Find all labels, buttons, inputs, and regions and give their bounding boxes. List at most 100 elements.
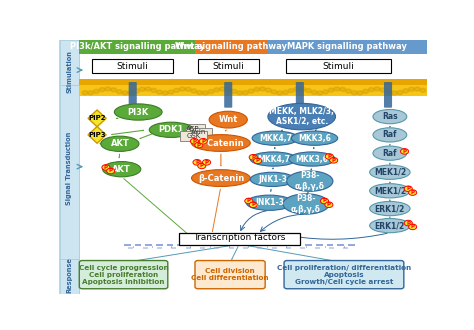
Circle shape (392, 91, 397, 95)
FancyBboxPatch shape (284, 261, 404, 289)
FancyBboxPatch shape (198, 59, 258, 73)
FancyBboxPatch shape (337, 244, 344, 246)
Circle shape (403, 89, 409, 93)
Circle shape (117, 90, 122, 94)
FancyBboxPatch shape (315, 247, 319, 249)
FancyBboxPatch shape (316, 244, 323, 246)
FancyBboxPatch shape (305, 244, 312, 246)
Ellipse shape (149, 122, 193, 137)
Circle shape (193, 159, 201, 165)
Text: MKK4,7: MKK4,7 (257, 154, 290, 164)
Text: P: P (205, 160, 209, 165)
Text: PDK1: PDK1 (159, 125, 184, 134)
Text: Ras: Ras (382, 112, 398, 121)
Circle shape (288, 88, 294, 93)
Circle shape (99, 87, 105, 92)
Circle shape (225, 87, 231, 92)
FancyBboxPatch shape (59, 40, 80, 294)
Circle shape (208, 89, 214, 94)
Circle shape (198, 163, 206, 169)
Circle shape (254, 158, 262, 164)
Circle shape (237, 91, 243, 95)
Ellipse shape (370, 218, 410, 233)
FancyBboxPatch shape (171, 247, 176, 249)
FancyBboxPatch shape (128, 82, 137, 108)
Text: PIP2: PIP2 (88, 115, 106, 121)
Circle shape (265, 88, 271, 92)
Text: Wnt signalling pathway: Wnt signalling pathway (175, 42, 287, 51)
Circle shape (277, 91, 283, 95)
FancyBboxPatch shape (80, 79, 427, 85)
FancyBboxPatch shape (272, 247, 277, 249)
Text: Cell proliferation/ differentiation
Apoptosis
Growth/Cell cycle arrest: Cell proliferation/ differentiation Apop… (277, 265, 411, 285)
Circle shape (191, 89, 197, 93)
FancyBboxPatch shape (296, 82, 304, 108)
Circle shape (420, 88, 426, 92)
Circle shape (82, 91, 88, 95)
Ellipse shape (250, 152, 297, 166)
Circle shape (197, 90, 202, 95)
Text: P: P (406, 186, 410, 191)
FancyBboxPatch shape (60, 85, 79, 259)
Text: MEK1/2: MEK1/2 (374, 168, 406, 177)
FancyBboxPatch shape (60, 259, 79, 294)
FancyBboxPatch shape (209, 244, 216, 246)
Circle shape (162, 91, 168, 95)
Circle shape (325, 154, 333, 159)
FancyBboxPatch shape (241, 244, 248, 246)
FancyBboxPatch shape (179, 124, 205, 133)
FancyBboxPatch shape (231, 244, 237, 246)
Circle shape (409, 190, 417, 195)
Text: ERK1/2: ERK1/2 (375, 221, 405, 230)
FancyBboxPatch shape (295, 244, 301, 246)
FancyBboxPatch shape (80, 85, 427, 95)
FancyBboxPatch shape (199, 244, 205, 246)
Circle shape (294, 87, 300, 91)
FancyBboxPatch shape (252, 244, 258, 246)
FancyBboxPatch shape (195, 261, 265, 289)
Text: JNK1-3: JNK1-3 (258, 175, 287, 184)
FancyBboxPatch shape (300, 247, 305, 249)
Circle shape (214, 88, 219, 92)
FancyBboxPatch shape (177, 244, 184, 246)
Circle shape (311, 90, 317, 94)
Text: Cell division
Cell differentiation: Cell division Cell differentiation (191, 268, 269, 281)
Text: Response: Response (66, 257, 73, 293)
Ellipse shape (252, 131, 299, 145)
Text: P: P (200, 163, 204, 168)
Circle shape (245, 198, 253, 204)
Text: AKT: AKT (112, 165, 131, 174)
Text: PI3k/AKT signalling pathway: PI3k/AKT signalling pathway (70, 42, 205, 51)
Circle shape (168, 90, 174, 94)
Circle shape (107, 168, 115, 174)
Circle shape (374, 87, 380, 91)
FancyBboxPatch shape (60, 40, 79, 85)
Circle shape (202, 91, 208, 95)
FancyBboxPatch shape (143, 247, 148, 249)
Text: MKK3,6: MKK3,6 (296, 154, 328, 164)
Ellipse shape (102, 162, 141, 177)
Circle shape (231, 89, 237, 93)
FancyBboxPatch shape (286, 247, 291, 249)
Text: P: P (255, 158, 260, 163)
Circle shape (254, 87, 260, 91)
Circle shape (102, 165, 110, 170)
Ellipse shape (287, 171, 333, 191)
Circle shape (260, 87, 265, 91)
Circle shape (409, 224, 417, 230)
FancyBboxPatch shape (135, 244, 141, 246)
Text: P: P (332, 158, 336, 163)
Text: MKK3,6: MKK3,6 (298, 134, 331, 143)
FancyBboxPatch shape (128, 247, 134, 249)
Text: P: P (410, 190, 415, 195)
Ellipse shape (191, 170, 250, 186)
Text: P: P (327, 154, 331, 159)
Circle shape (248, 89, 254, 93)
Ellipse shape (101, 136, 139, 151)
Circle shape (351, 91, 357, 95)
Ellipse shape (289, 152, 335, 166)
Text: Stimulation: Stimulation (66, 50, 73, 93)
Text: P38-
α,β,γ,δ: P38- α,β,γ,δ (295, 171, 325, 191)
FancyBboxPatch shape (80, 40, 195, 53)
FancyBboxPatch shape (156, 244, 163, 246)
